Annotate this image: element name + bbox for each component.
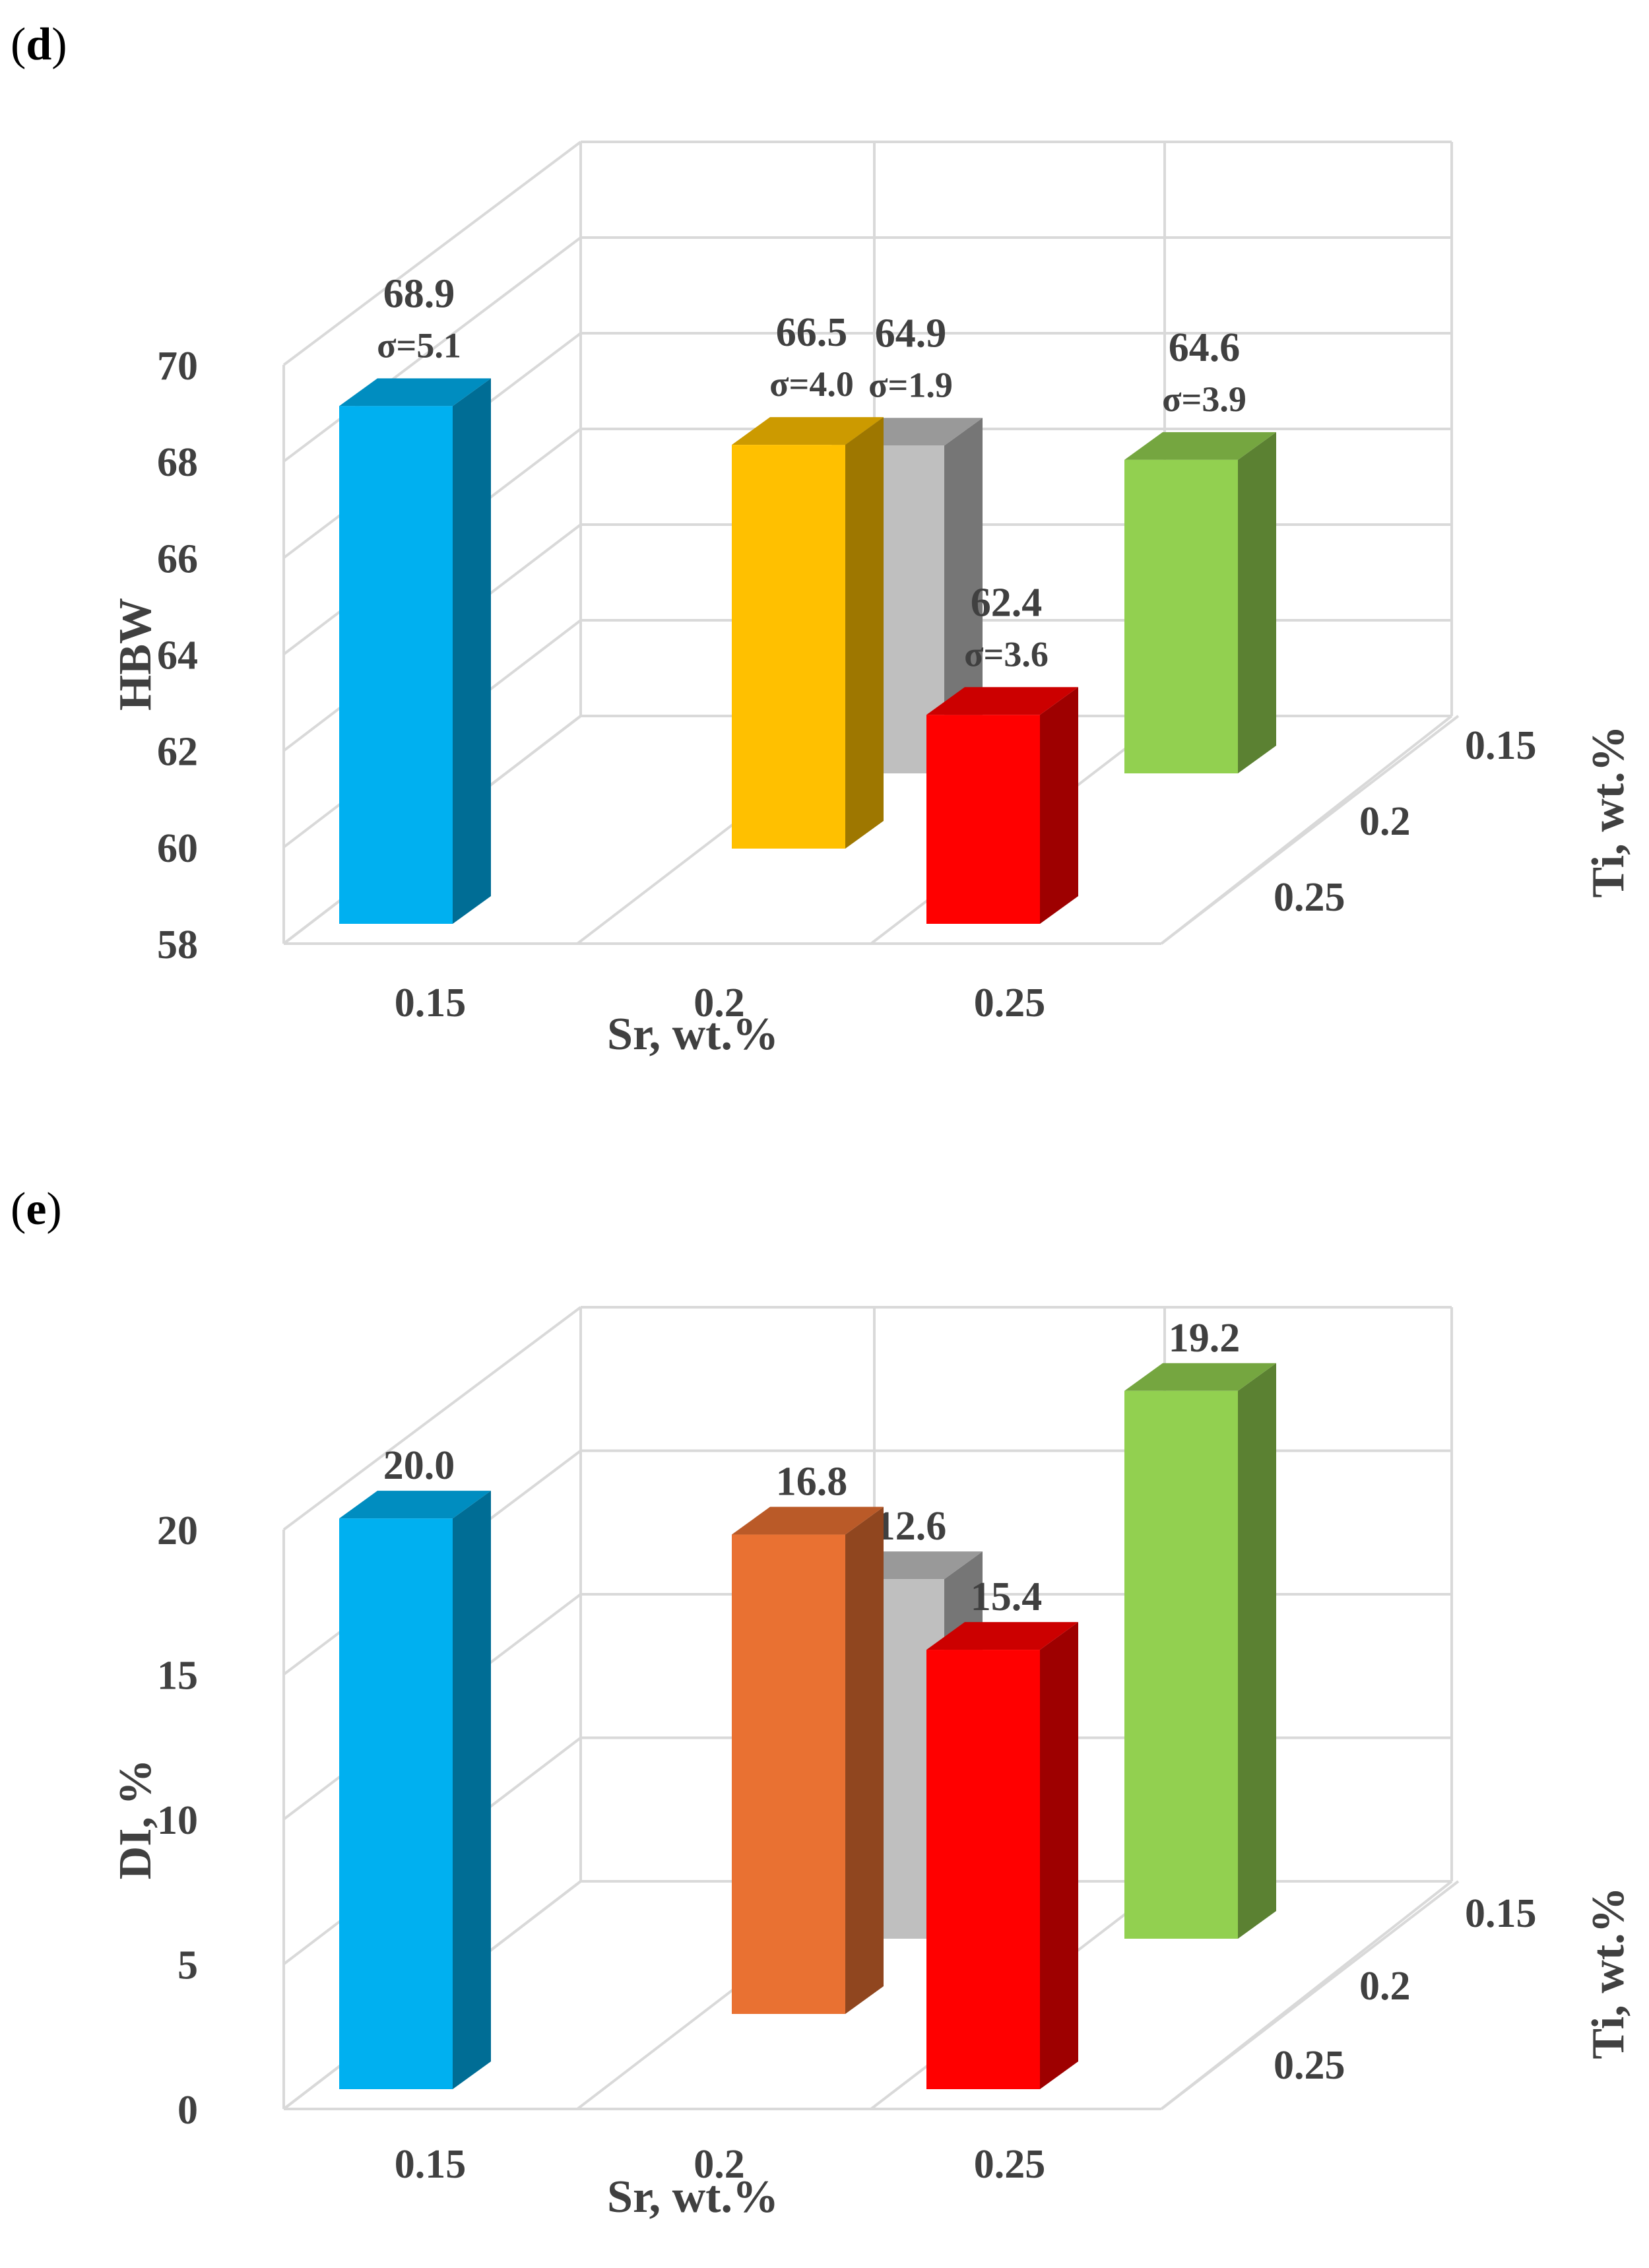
sigma-label: σ=4.0 (769, 364, 854, 404)
y-tick-label: 20 (157, 1508, 198, 1553)
bar-side (845, 417, 884, 849)
value-label: 64.6 (1169, 325, 1241, 370)
bar-top (732, 417, 884, 445)
gridline-side (282, 1306, 582, 1531)
y-tick-label: 70 (157, 344, 198, 389)
y-tick-label: 62 (157, 730, 198, 775)
bar-top (1124, 432, 1276, 460)
bar (339, 1518, 453, 2089)
x-tick-label: 0.15 (395, 2142, 467, 2187)
z-axis-title: Ti, wt.% (1583, 1887, 1634, 2059)
y-axis-title: HBW (110, 598, 161, 711)
panel-letter: d (26, 19, 51, 70)
bar-side (1040, 687, 1078, 924)
bar-side (1040, 1622, 1078, 2089)
sigma-label: σ=1.9 (868, 365, 953, 405)
z-axis-title: Ti, wt.% (1583, 725, 1634, 897)
floor-right-edge (1160, 715, 1453, 945)
x-tick-label: 0.15 (395, 981, 467, 1025)
bar (926, 715, 1040, 924)
bar (926, 1650, 1040, 2089)
panel-label: (e) (11, 1184, 62, 1235)
x-tick-label: 0.2 (694, 981, 745, 1025)
z-tick-label: 0.2 (1359, 799, 1411, 844)
bar (339, 406, 453, 924)
sigma-label: σ=3.6 (964, 634, 1049, 674)
value-label: 16.8 (776, 1460, 848, 1505)
value-label: 19.2 (1169, 1316, 1241, 1361)
bar-top (1124, 1363, 1276, 1391)
bar-top (339, 378, 491, 406)
z-tick-label: 0.2 (1359, 1964, 1411, 2009)
y-tick-label: 5 (178, 1943, 198, 1988)
bar-top (732, 1507, 884, 1535)
y-tick-label: 15 (157, 1654, 198, 1699)
x-tick-label: 0.2 (694, 2142, 745, 2187)
bar-side (453, 378, 491, 924)
z-tick-label: 0.25 (1274, 2043, 1345, 2088)
gridline-side (282, 236, 582, 463)
sigma-label: σ=3.9 (1162, 379, 1246, 419)
y-tick-label: 58 (157, 923, 198, 967)
bar-side (944, 418, 983, 773)
value-label: 66.5 (776, 310, 848, 355)
gridline-side (282, 141, 582, 366)
panel-label: (d) (11, 19, 67, 70)
bar (732, 1534, 845, 2014)
bar-side (1238, 432, 1276, 773)
bar-side (1238, 1363, 1276, 1939)
y-tick-label: 66 (157, 536, 198, 581)
panel-e: (e) 0 5 10 15 20 12.6 19.2 16.8 20.0 15.4 0.15 0.2 0.… (11, 1184, 1634, 2222)
z-tick-label: 0.15 (1465, 723, 1537, 768)
y-tick-label: 10 (157, 1798, 198, 1843)
bar (732, 445, 845, 849)
y-axis-title: DI, % (110, 1759, 161, 1880)
x-tick-label: 0.25 (974, 2142, 1046, 2187)
value-label: 64.9 (875, 311, 947, 356)
panel-letter: e (26, 1184, 46, 1235)
bar-side (453, 1491, 491, 2089)
z-tick-label: 0.25 (1274, 875, 1345, 920)
bar (1124, 1390, 1238, 1939)
bar-top (926, 687, 1078, 715)
y-tick-label: 64 (157, 633, 198, 678)
bar-top (339, 1491, 491, 1519)
x-tick-label: 0.25 (974, 981, 1046, 1025)
z-tick-label: 0.15 (1465, 1891, 1537, 1936)
value-label: 62.4 (971, 580, 1043, 625)
bar-side (845, 1507, 884, 2014)
value-label: 20.0 (383, 1443, 455, 1488)
sigma-label: σ=5.1 (377, 325, 461, 365)
bar (1124, 459, 1238, 773)
bar-top (926, 1622, 1078, 1650)
panel-d: (d) 58 60 62 64 66 68 70 64.9 σ=1.9 64.6 σ=3.9 66.5 σ… (11, 19, 1634, 1060)
value-label: 68.9 (383, 271, 455, 316)
x-axis-title: Sr, wt.% (607, 1009, 779, 1060)
y-tick-label: 68 (157, 440, 198, 485)
floor-right-edge (1160, 1880, 1453, 2110)
y-tick-label: 0 (178, 2088, 198, 2133)
y-tick-label: 60 (157, 826, 198, 871)
x-axis-title: Sr, wt.% (607, 2172, 779, 2222)
value-label: 15.4 (971, 1574, 1043, 1619)
value-label: 12.6 (875, 1504, 947, 1549)
